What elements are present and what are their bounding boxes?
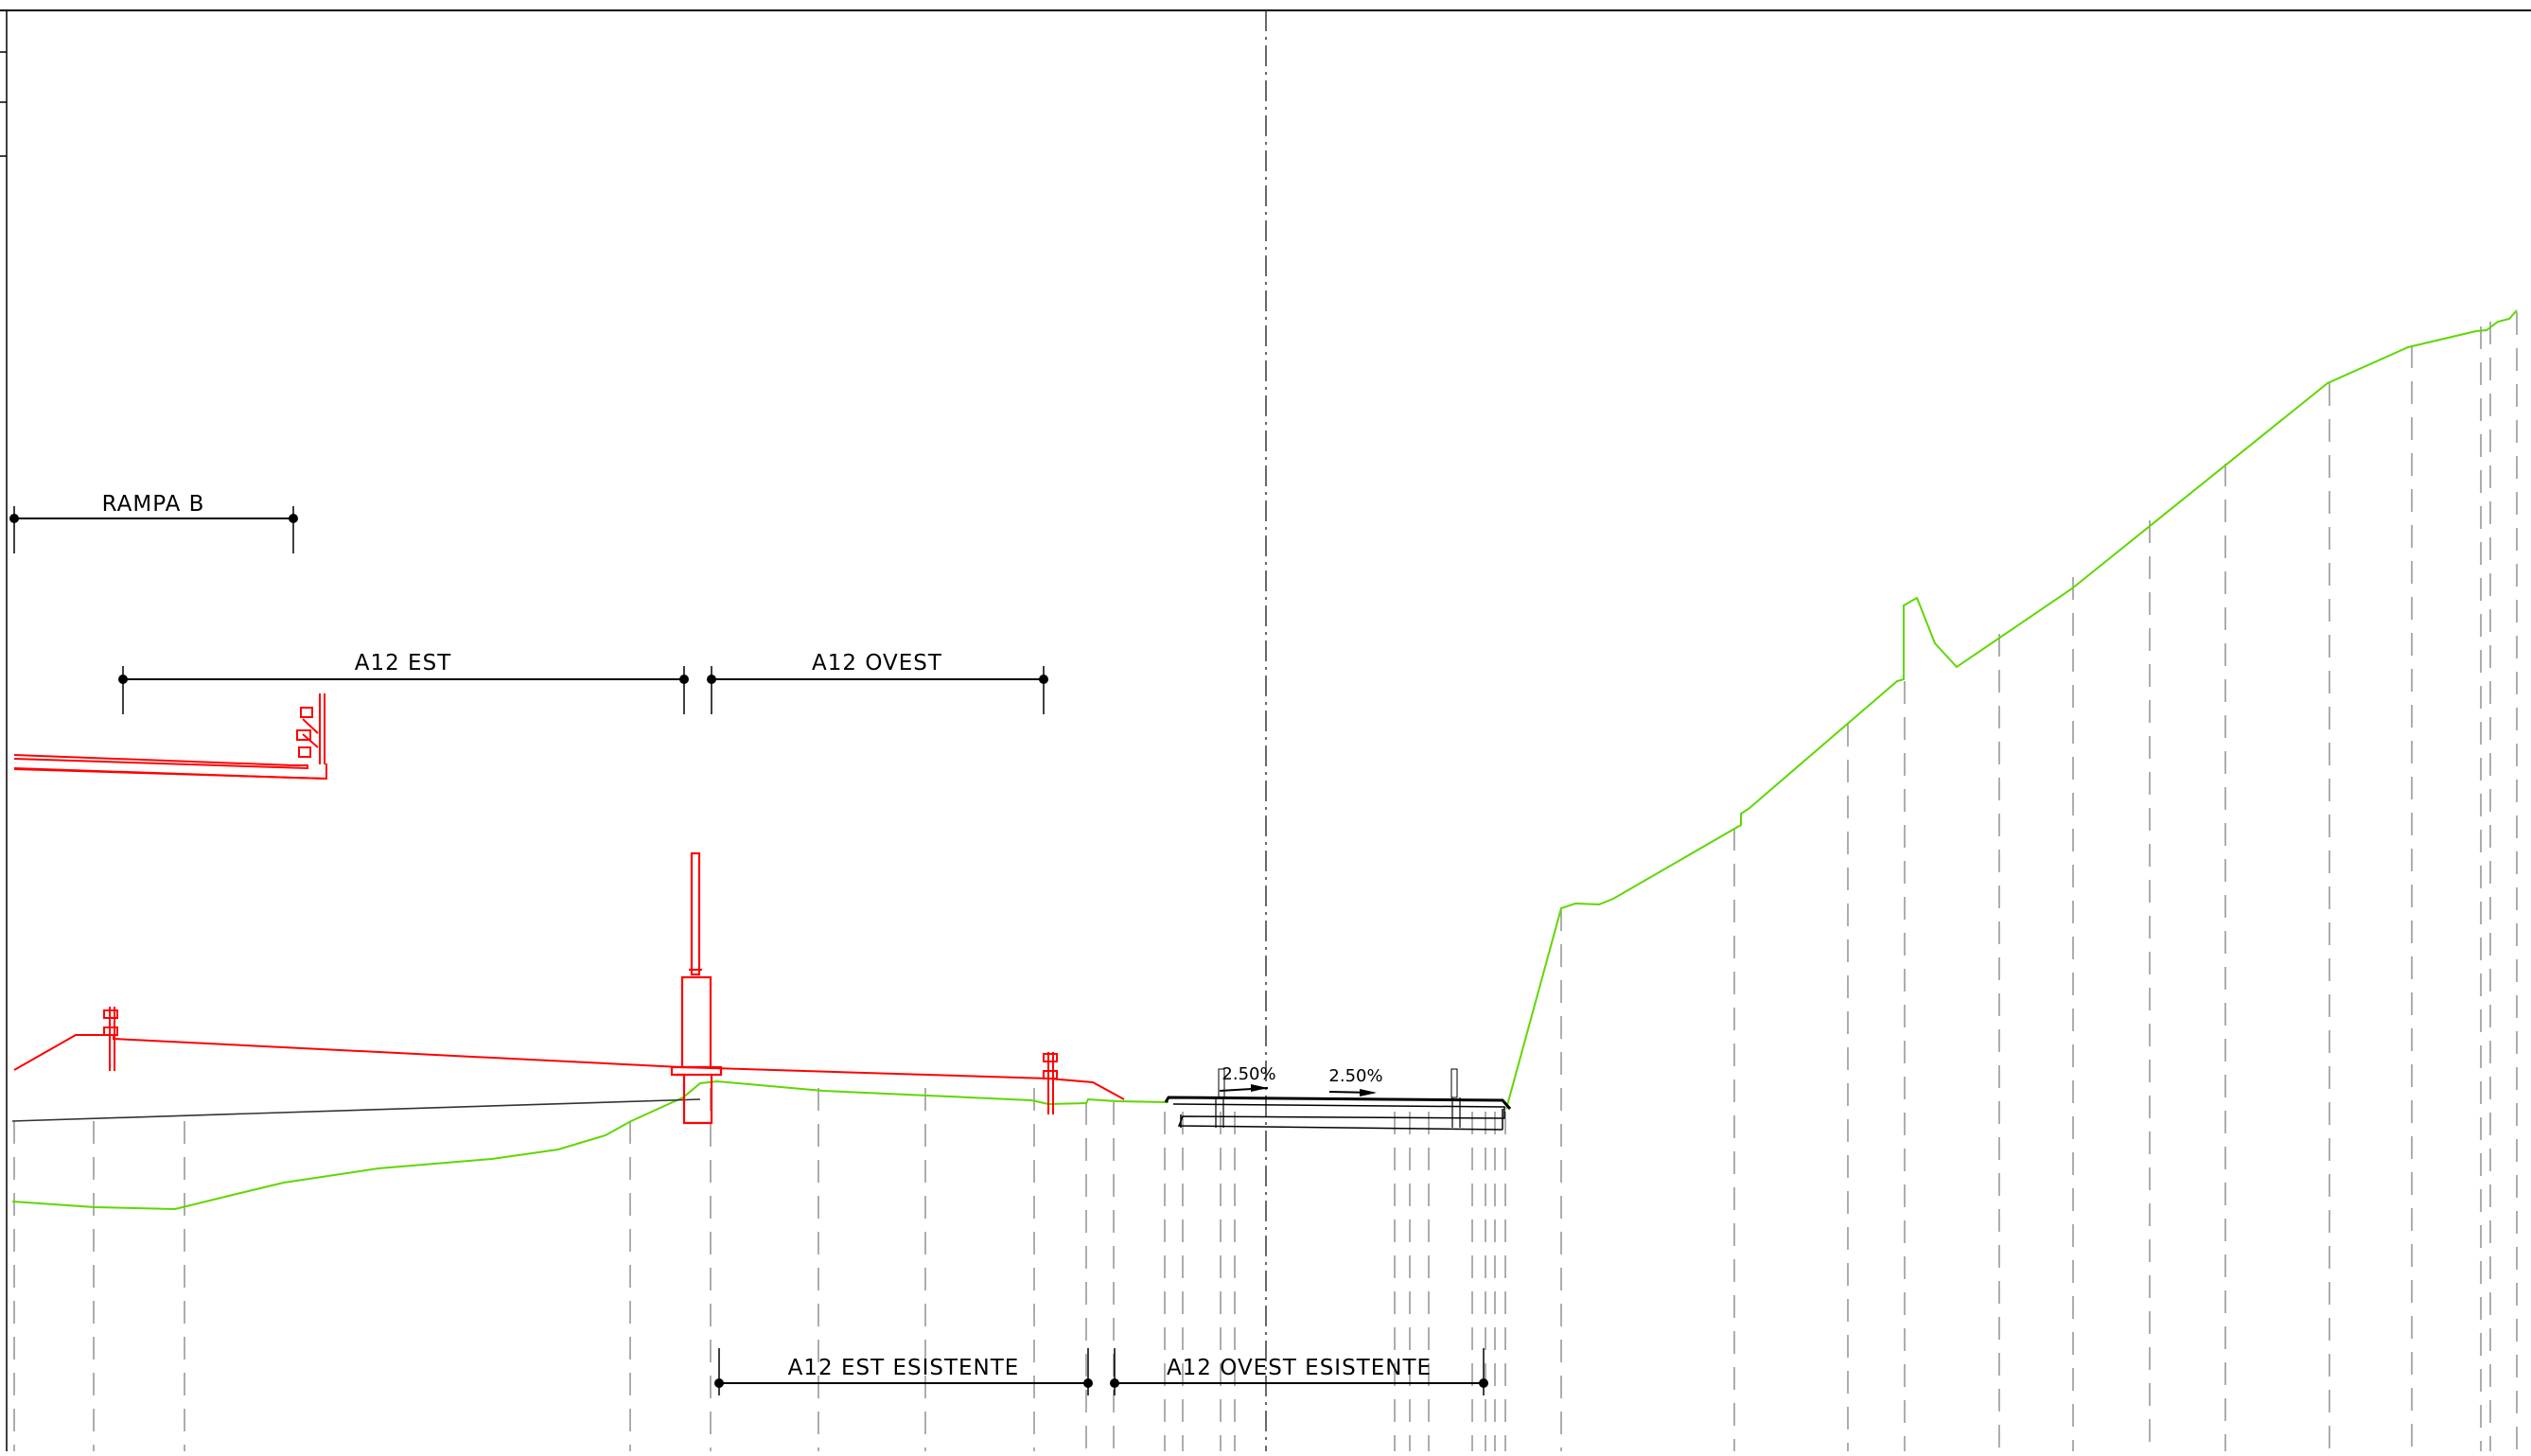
label-a12-est: A12 EST [355,651,452,675]
existing-road-a12-ovest [1164,1068,1512,1131]
terrain-profile-left [11,1079,1169,1211]
label-rampa-b: RAMPA B [102,492,205,517]
dim-a12-ovest-esistente: A12 OVEST ESISTENTE [1110,1348,1488,1395]
slope-label-left: 2.50% [1222,1064,1275,1084]
project-a12-deck [13,1007,1125,1114]
dim-rampa-b: RAMPA B [9,492,298,553]
label-a12-ovest-esistente: A12 OVEST ESISTENTE [1167,1356,1432,1380]
label-a12-est-esistente: A12 EST ESISTENTE [788,1356,1020,1380]
dim-a12-ovest: A12 OVEST [707,651,1048,714]
terrain-profile-right [1505,309,2518,1110]
project-rampa-b-deck [13,693,327,781]
label-a12-ovest: A12 OVEST [812,651,942,675]
slope-label-right: 2.50% [1328,1066,1382,1086]
project-pier [670,851,723,1125]
section-guide-lines [13,312,2518,1451]
dim-a12-est-esistente: A12 EST ESISTENTE [714,1348,1093,1395]
existing-grade-line [11,1098,701,1122]
dim-a12-est: A12 EST [118,651,689,714]
